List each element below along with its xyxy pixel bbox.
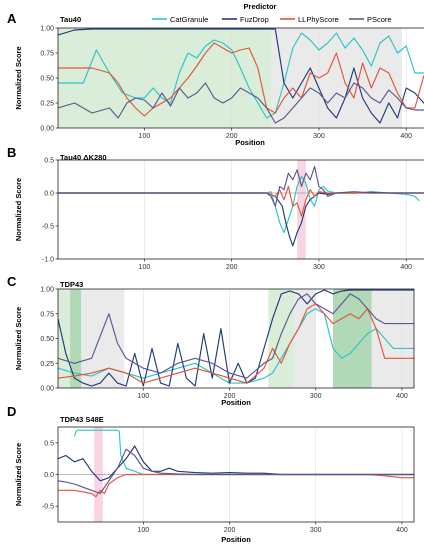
- legend-label-llphyscore: LLPhyScore: [298, 15, 339, 24]
- panel-letter-c: C: [7, 274, 17, 289]
- legend-title: Predictor: [244, 2, 277, 11]
- series-line-llphyscore-c: [58, 303, 414, 384]
- legend-item-llphyscore: LLPhyScore: [280, 15, 339, 24]
- legend-label-pscore: PScore: [367, 15, 392, 24]
- region-green_dark-c-5: [332, 289, 372, 388]
- y-tick-label-a-4: 1.00: [40, 26, 54, 33]
- x-axis-label-d: Position: [221, 535, 251, 544]
- y-tick-label-d-2: 0.5: [44, 440, 54, 447]
- y-tick-label-b-3: 0.5: [44, 158, 54, 165]
- series-line-fuzdrop-a: [58, 28, 424, 124]
- legend: Predictor CatGranule FuzDrop LLPhyScore …: [152, 2, 392, 24]
- x-tick-label-a-3: 400: [400, 133, 412, 140]
- region-pink-b-0: [297, 160, 306, 259]
- x-tick-label-d-2: 300: [310, 527, 322, 534]
- region-green_dark-c-1: [70, 289, 82, 388]
- panel-letter-d: D: [7, 404, 16, 419]
- region-grey-c-6: [371, 289, 414, 388]
- x-tick-label-d-3: 400: [396, 527, 408, 534]
- legend-item-pscore: PScore: [349, 15, 392, 24]
- x-tick-label-a-2: 300: [313, 133, 325, 140]
- y-tick-label-d-1: 0.0: [44, 472, 54, 479]
- x-tick-label-b-2: 300: [313, 264, 325, 271]
- x-tick-label-d-1: 200: [224, 527, 236, 534]
- panel-title-d: TDP43 S48E: [60, 415, 104, 424]
- y-tick-label-a-2: 0.50: [40, 76, 54, 83]
- y-axis-label-c: Normalized Score: [14, 307, 23, 370]
- series-line-pscore-d: [58, 448, 414, 495]
- region-green-c-3: [268, 289, 295, 388]
- legend-item-catgranule: CatGranule: [152, 15, 208, 24]
- panel-title-b: Tau40 ΔK280: [60, 153, 107, 162]
- x-axis-label-a: Position: [235, 138, 265, 147]
- panel-a-tau40: Tau40 100 200 300 400 0.00 0.25 0.50 0.75 1.00 Nor…: [14, 15, 424, 147]
- legend-label-catgranule: CatGranule: [170, 15, 208, 24]
- y-tick-label-c-0: 0.00: [40, 386, 54, 393]
- y-tick-label-a-3: 0.75: [40, 51, 54, 58]
- y-tick-label-c-1: 0.25: [40, 361, 54, 368]
- region-grey-c-2: [81, 289, 125, 388]
- y-tick-label-b-2: 0.0: [44, 191, 54, 198]
- panel-b-tau40-dk280: Tau40 ΔK280 100 200 300 400 -1.0 -0.5 0.0 0.5 Nor…: [14, 153, 424, 271]
- series-line-fuzdrop-c: [58, 289, 414, 387]
- x-tick-label-c-1: 200: [224, 393, 236, 400]
- y-axis-label-d: Normalized Score: [14, 443, 23, 506]
- y-axis-label-a: Normalized Score: [14, 46, 23, 109]
- x-tick-label-a-0: 100: [139, 133, 151, 140]
- y-tick-label-b-1: -0.5: [42, 224, 54, 231]
- legend-label-fuzdrop: FuzDrop: [240, 15, 269, 24]
- series-line-llphyscore-a: [58, 42, 424, 117]
- x-tick-label-d-0: 100: [137, 527, 149, 534]
- x-tick-label-b-3: 400: [400, 264, 412, 271]
- panel-title-c: TDP43: [60, 280, 83, 289]
- y-tick-label-c-2: 0.50: [40, 336, 54, 343]
- series-line-pscore-b: [58, 166, 424, 207]
- panel-d-tdp43-s48e: TDP43 S48E 100 200 300 400 -0.5 0.0 0.5 Normaliz…: [14, 415, 415, 544]
- panel-c-tdp43: TDP43 100 200 300 400 0.00 0.25 0.50 0.75 1.00 Nor…: [14, 280, 415, 407]
- y-tick-label-d-0: -0.5: [42, 504, 54, 511]
- plot-area-b: [58, 160, 424, 259]
- region-grey-a-1: [270, 28, 402, 128]
- region-green-a-0: [58, 28, 271, 128]
- legend-item-fuzdrop: FuzDrop: [222, 15, 269, 24]
- series-line-catgranule-a: [58, 32, 424, 119]
- x-tick-label-a-1: 200: [226, 133, 238, 140]
- y-tick-label-c-3: 0.75: [40, 311, 54, 318]
- x-tick-label-b-1: 200: [226, 264, 238, 271]
- x-axis-label-c: Position: [221, 398, 251, 407]
- y-tick-label-a-1: 0.25: [40, 101, 54, 108]
- series-line-pscore-c: [58, 293, 414, 379]
- x-tick-label-c-3: 400: [396, 393, 408, 400]
- x-tick-label-b-0: 100: [139, 264, 151, 271]
- series-line-pscore-a: [58, 82, 424, 124]
- x-tick-label-c-0: 100: [137, 393, 149, 400]
- panel-letter-b: B: [7, 145, 16, 160]
- y-tick-label-a-0: 0.00: [40, 126, 54, 133]
- y-tick-label-b-0: -1.0: [42, 257, 54, 264]
- y-tick-label-c-4: 1.00: [40, 287, 54, 294]
- region-green-c-0: [58, 289, 71, 388]
- region-grey-c-4: [294, 289, 316, 388]
- plot-frame-b: [57, 159, 424, 260]
- panel-title-a: Tau40: [60, 15, 81, 24]
- panel-letter-a: A: [7, 11, 17, 26]
- x-tick-label-c-2: 300: [310, 393, 322, 400]
- y-axis-label-b: Normalized Score: [14, 178, 23, 241]
